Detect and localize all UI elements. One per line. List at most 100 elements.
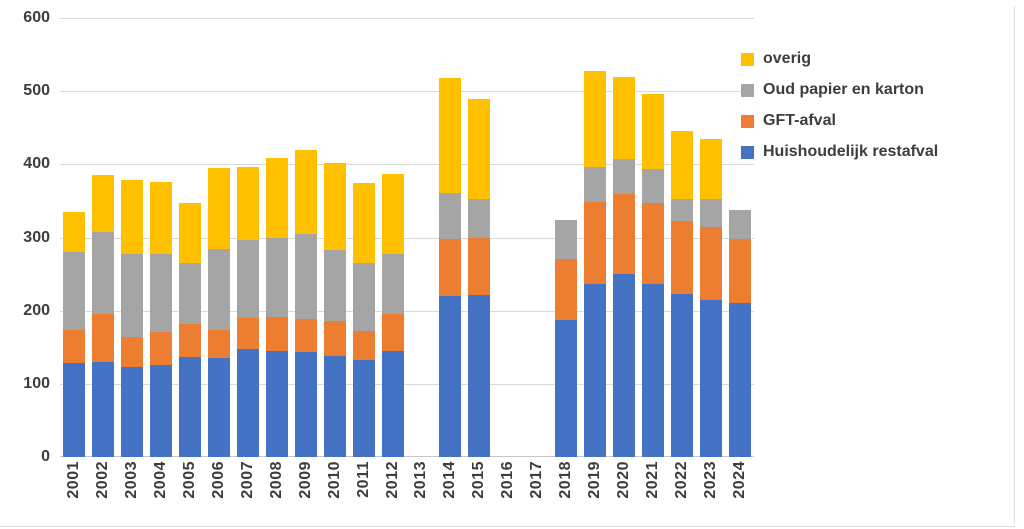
x-tick-label: 2014 xyxy=(441,461,459,499)
bar-segment-2002-gft-afval xyxy=(92,314,115,362)
bar-segment-2018-oud-papier-en-karton xyxy=(555,219,578,259)
bar-segment-2022-oud-papier-en-karton xyxy=(670,198,693,221)
gridline-400 xyxy=(60,164,754,166)
bar-segment-2003-oud-papier-en-karton xyxy=(121,254,144,338)
gridline-500 xyxy=(60,91,754,93)
x-tick-label: 2021 xyxy=(643,461,661,499)
gridline-300 xyxy=(60,237,754,239)
x-tick-2008: 2008 xyxy=(262,461,291,525)
x-tick-2016: 2016 xyxy=(494,461,523,525)
y-tick-label-300: 300 xyxy=(23,228,50,246)
bar-2001 xyxy=(63,211,86,457)
bar-segment-2019-huishoudelijk-restafval xyxy=(583,283,606,457)
x-tick-2022: 2022 xyxy=(667,461,696,525)
y-tick-label-600: 600 xyxy=(23,9,50,26)
bar-segment-2018-huishoudelijk-restafval xyxy=(555,320,578,457)
bar-segment-2009-overig xyxy=(294,149,317,234)
bar-2015 xyxy=(468,99,491,457)
bar-segment-2004-huishoudelijk-restafval xyxy=(150,364,173,457)
bar-segment-2014-oud-papier-en-karton xyxy=(439,192,462,239)
bar-segment-2010-overig xyxy=(323,162,346,250)
legend-label: GFT-afval xyxy=(763,112,836,129)
x-tick-label: 2010 xyxy=(325,461,343,499)
bar-segment-2012-oud-papier-en-karton xyxy=(381,254,404,315)
bar-segment-2015-oud-papier-en-karton xyxy=(468,198,491,238)
bar-segment-2005-overig xyxy=(179,203,202,264)
bar-segment-2022-huishoudelijk-restafval xyxy=(670,293,693,457)
bar-segment-2007-overig xyxy=(236,167,259,241)
bar-2007 xyxy=(236,167,259,457)
x-tick-label: 2002 xyxy=(94,461,112,499)
x-tick-label: 2017 xyxy=(528,461,546,499)
bar-segment-2023-oud-papier-en-karton xyxy=(699,198,722,228)
x-tick-label: 2007 xyxy=(238,461,256,499)
bar-segment-2019-overig xyxy=(583,71,606,167)
bar-segment-2007-gft-afval xyxy=(236,318,259,349)
x-tick-label: 2012 xyxy=(383,461,401,499)
bar-segment-2009-oud-papier-en-karton xyxy=(294,233,317,319)
x-tick-label: 2016 xyxy=(499,461,517,499)
bar-segment-2001-gft-afval xyxy=(63,329,86,363)
x-tick-2013: 2013 xyxy=(407,461,436,525)
bar-2019 xyxy=(583,71,606,457)
bar-segment-2008-overig xyxy=(265,157,288,238)
x-tick-2004: 2004 xyxy=(147,461,176,525)
bar-segment-2009-huishoudelijk-restafval xyxy=(294,351,317,457)
x-tick-2014: 2014 xyxy=(436,461,465,525)
legend-item-oud-papier-en-karton: Oud papier en karton xyxy=(741,80,938,100)
bar-2011 xyxy=(352,182,375,457)
bar-segment-2001-overig xyxy=(63,211,86,253)
x-tick-2011: 2011 xyxy=(349,461,378,525)
bar-segment-2004-gft-afval xyxy=(150,331,173,365)
bar-segment-2002-huishoudelijk-restafval xyxy=(92,361,115,457)
x-tick-label: 2015 xyxy=(470,461,488,499)
bar-2014 xyxy=(439,78,462,457)
legend-label: Huishoudelijk restafval xyxy=(763,143,939,160)
bar-segment-2004-oud-papier-en-karton xyxy=(150,253,173,332)
x-tick-label: 2020 xyxy=(614,461,632,499)
bar-segment-2001-oud-papier-en-karton xyxy=(63,252,86,330)
x-tick-2012: 2012 xyxy=(378,461,407,525)
legend: overig Oud papier en karton GFT-afval Huish… xyxy=(741,49,938,173)
bar-2022 xyxy=(670,130,693,457)
bar-segment-2006-gft-afval xyxy=(208,330,231,359)
bar-segment-2021-oud-papier-en-karton xyxy=(641,168,664,204)
bar-2020 xyxy=(612,77,635,457)
bar-2021 xyxy=(641,94,664,457)
x-tick-label: 2006 xyxy=(210,461,228,499)
y-tick-label-500: 500 xyxy=(23,82,50,100)
bar-segment-2014-gft-afval xyxy=(439,238,462,297)
legend-item-overig: overig xyxy=(741,49,938,69)
bar-segment-2024-huishoudelijk-restafval xyxy=(728,303,751,457)
bar-segment-2018-gft-afval xyxy=(555,258,578,321)
x-tick-label: 2022 xyxy=(672,461,690,499)
bar-segment-2011-oud-papier-en-karton xyxy=(352,263,375,332)
bar-2002 xyxy=(92,175,115,457)
x-tick-2003: 2003 xyxy=(118,461,147,525)
bar-segment-2008-huishoudelijk-restafval xyxy=(265,350,288,457)
bar-segment-2010-oud-papier-en-karton xyxy=(323,249,346,321)
bar-2003 xyxy=(121,179,144,457)
gridline-100 xyxy=(60,383,754,385)
bar-2010 xyxy=(323,162,346,457)
y-tick-label-0: 0 xyxy=(41,448,50,465)
bar-segment-2006-overig xyxy=(208,168,231,250)
bar-segment-2011-gft-afval xyxy=(352,331,375,361)
bar-segment-2020-oud-papier-en-karton xyxy=(612,159,635,195)
bar-2008 xyxy=(265,157,288,457)
bar-segment-2015-huishoudelijk-restafval xyxy=(468,295,491,457)
x-axis-line xyxy=(60,456,754,457)
bar-segment-2021-overig xyxy=(641,94,664,169)
x-tick-2021: 2021 xyxy=(638,461,667,525)
bar-2005 xyxy=(179,203,202,457)
bar-segment-2023-huishoudelijk-restafval xyxy=(699,299,722,457)
bar-segment-2015-gft-afval xyxy=(468,237,491,296)
bar-segment-2008-gft-afval xyxy=(265,316,288,351)
bar-segment-2012-gft-afval xyxy=(381,314,404,351)
x-tick-label: 2008 xyxy=(267,461,285,499)
bar-segment-2020-gft-afval xyxy=(612,194,635,275)
legend-swatch-icon xyxy=(741,52,754,66)
bar-segment-2015-overig xyxy=(468,99,491,199)
bar-segment-2020-overig xyxy=(612,77,635,160)
